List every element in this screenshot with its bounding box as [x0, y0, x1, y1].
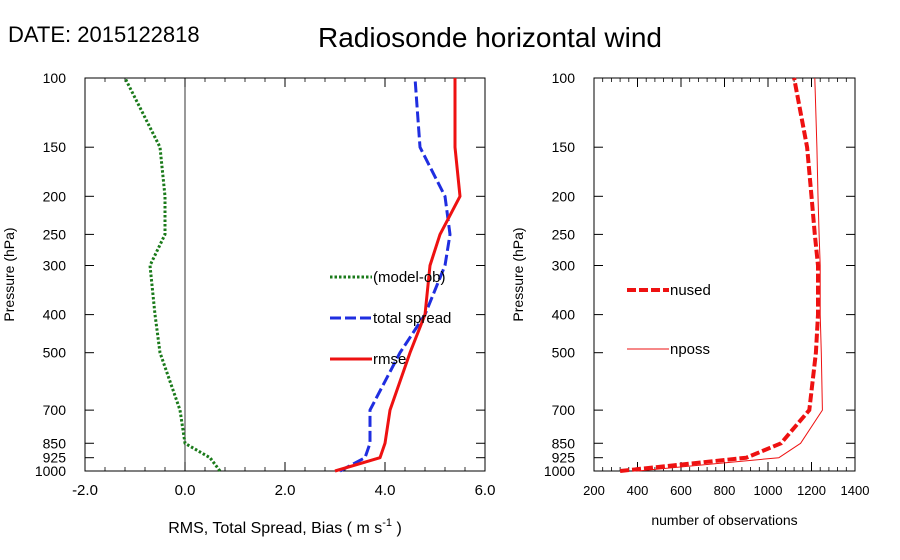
left-legend: (model-ob) total spread rmse	[330, 269, 451, 368]
y-tick-label: 700	[43, 402, 67, 418]
left-panel: -2.0 0.0 2.0 4.0 6.0 100 150 200 250 300 400 500 700…	[1, 70, 495, 537]
y-tick-label: 700	[552, 402, 576, 418]
y-tick-label: 925	[43, 450, 67, 466]
x-tick-label: 600	[670, 483, 692, 498]
y-tick-label: 300	[552, 258, 576, 274]
right-frame	[593, 77, 856, 472]
y-tick-label: 500	[552, 345, 576, 361]
y-axis-label: Pressure (hPa)	[1, 227, 17, 321]
x-tick-label: -2.0	[72, 482, 98, 499]
x-axis-label: number of observations	[651, 512, 797, 528]
y-axis-label: Pressure (hPa)	[510, 227, 526, 321]
y-tick-label: 250	[552, 226, 576, 242]
y-tick-label: 500	[43, 345, 67, 361]
y-tick-label: 400	[552, 307, 576, 323]
y-tick-label: 100	[552, 70, 576, 86]
y-tick-label: 1000	[35, 463, 66, 479]
x-tick-label: 6.0	[475, 482, 496, 499]
chart-title: Radiosonde horizontal wind	[318, 22, 662, 53]
date-label: DATE: 2015122818	[8, 22, 200, 47]
legend-bias-label: (model-ob)	[373, 269, 446, 286]
y-tick-label: 850	[43, 435, 67, 451]
x-axis-label-main: RMS, Total Spread, Bias ( m s	[168, 520, 382, 537]
y-tick-label: 925	[552, 450, 576, 466]
x-tick-label: 800	[714, 483, 736, 498]
x-tick-label: 4.0	[375, 482, 396, 499]
y-tick-label: 150	[552, 139, 576, 155]
x-axis-label-sup: -1	[382, 517, 392, 529]
legend-rmse-label: rmse	[373, 351, 406, 368]
y-tick-label: 250	[43, 226, 67, 242]
x-tick-label: 1200	[797, 483, 826, 498]
x-tick-label: 0.0	[175, 482, 196, 499]
y-tick-label: 200	[552, 188, 576, 204]
x-tick-label: 1400	[841, 483, 870, 498]
x-tick-label: 1000	[754, 483, 783, 498]
y-tick-label: 400	[43, 307, 67, 323]
series-rmse-line	[334, 78, 462, 473]
series-nused-line	[619, 77, 820, 473]
x-axis-label: RMS, Total Spread, Bias ( m s-1 )	[168, 517, 402, 537]
y-tick-label: 200	[43, 188, 67, 204]
right-panel: 200 400 600 800 1000 1200 1400 100 150 200 250 300 4…	[510, 70, 869, 528]
y-tick-label: 150	[43, 139, 67, 155]
right-legend: nused nposs	[627, 282, 711, 358]
series-nposs-line	[637, 77, 823, 472]
legend-spread-label: total spread	[373, 310, 451, 327]
series-bias-line	[123, 77, 222, 472]
x-tick-label: 2.0	[275, 482, 296, 499]
legend-nposs-label: nposs	[670, 341, 710, 358]
x-tick-label: 400	[627, 483, 649, 498]
y-tick-label: 1000	[544, 463, 575, 479]
y-tick-label: 850	[552, 435, 576, 451]
x-axis-label-end: )	[392, 520, 402, 537]
y-tick-label: 100	[43, 70, 67, 86]
legend-nused-label: nused	[670, 282, 711, 299]
y-tick-label: 300	[43, 258, 67, 274]
x-tick-label: 200	[583, 483, 605, 498]
